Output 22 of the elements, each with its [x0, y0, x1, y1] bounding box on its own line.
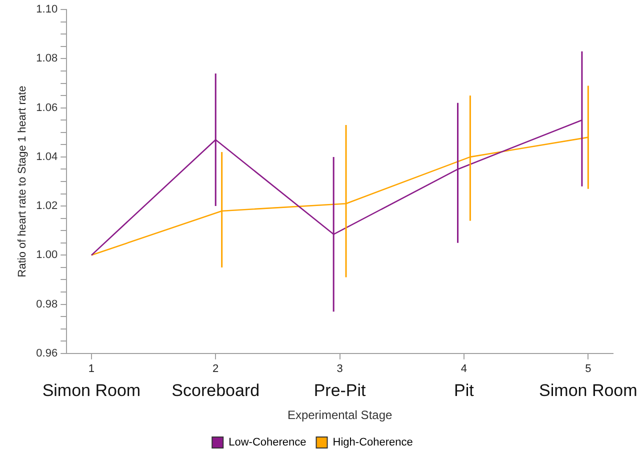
x-tick-label: 4 — [460, 363, 468, 376]
text: Simon Room — [539, 381, 638, 400]
y-tick-label: 1.04 — [36, 150, 58, 163]
text: Simon Room — [42, 381, 141, 400]
y-tick-label: 1.08 — [36, 52, 58, 65]
y-tick-label: 1.10 — [36, 4, 58, 16]
legend-label: Low-Coherence — [228, 436, 306, 449]
x-tick-label: 1 — [88, 363, 95, 376]
x-tick-label: 2 — [212, 363, 219, 376]
x-tick-label: 3 — [336, 363, 343, 376]
text: Pre-Pit — [314, 381, 366, 400]
y-tick-label: 0.96 — [36, 347, 58, 360]
y-tick-label: 1.06 — [36, 102, 58, 114]
y-tick-label: 1.00 — [36, 249, 58, 262]
y-tick-label: 1.02 — [36, 200, 58, 212]
y-tick-label: 0.98 — [36, 298, 58, 310]
legend-label: High-Coherence — [332, 436, 413, 449]
x-tick-label: 5 — [585, 363, 592, 376]
x-axis-title: Experimental Stage — [287, 408, 392, 422]
y-axis-title: Ratio of heart rate to Stage 1 heart rate — [16, 86, 29, 278]
text: Pit — [454, 381, 474, 400]
text: Scoreboard — [172, 381, 260, 400]
